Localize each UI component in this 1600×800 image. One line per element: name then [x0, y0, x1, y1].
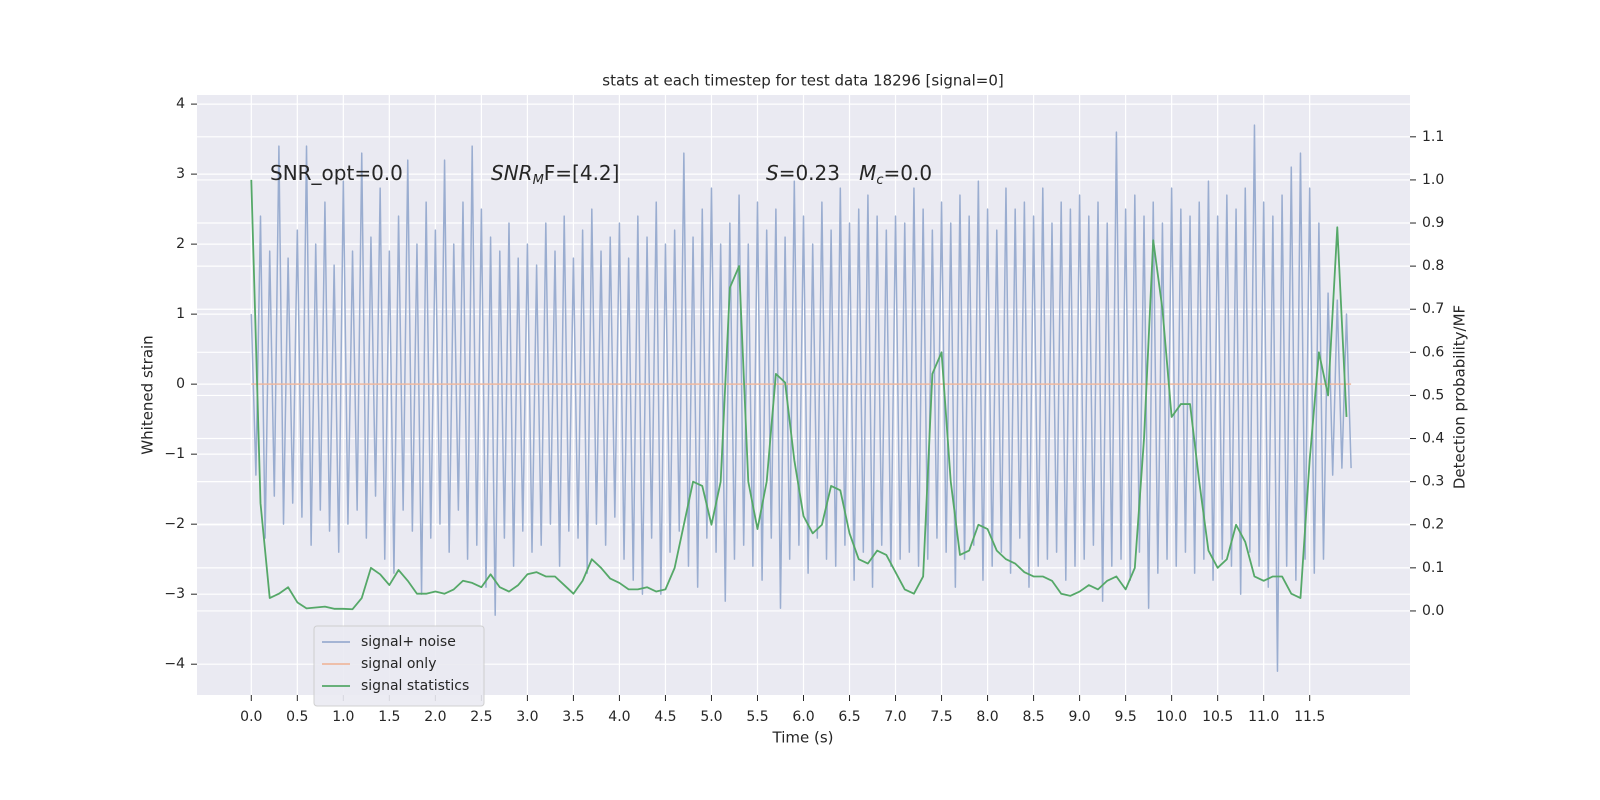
y2-tick-label: 1.1 — [1422, 129, 1444, 145]
y-tick-label: −2 — [164, 516, 185, 532]
x-tick-label: 5.0 — [700, 709, 722, 725]
x-tick-label: 6.5 — [838, 709, 860, 725]
x-tick-label: 10.5 — [1202, 709, 1233, 725]
annotation: SNR_opt=0.0 — [270, 161, 403, 185]
x-tick-label: 8.5 — [1022, 709, 1044, 725]
axes: 0.0 0.5 1.0 1.5 2.0 2.5 3.0 3.5 4.0 4.5 5.0 5.5 6.0 6… — [164, 96, 1444, 725]
y2-tick-label: 0.3 — [1422, 474, 1444, 490]
y-tick-label: −3 — [164, 586, 185, 602]
y2-tick-label: 0.6 — [1422, 344, 1444, 360]
series-line — [250, 179, 1348, 611]
y-axis-label: Whitened strain — [139, 335, 157, 454]
y-tick-label: 1 — [176, 306, 185, 322]
annotation-text: =0.23 — [779, 161, 859, 185]
x-tick-label: 3.0 — [516, 709, 538, 725]
y-tick-label: 3 — [176, 166, 185, 182]
x-tick-label: 8.0 — [976, 709, 998, 725]
y-tick-label: 2 — [176, 236, 185, 252]
x-tick-label: 9.5 — [1114, 709, 1136, 725]
y2-tick-label: 1.0 — [1422, 172, 1444, 188]
y2-tick-label: 0.7 — [1422, 301, 1444, 317]
x-tick-label: 7.5 — [930, 709, 952, 725]
x-tick-label: 4.5 — [654, 709, 676, 725]
annotation-text: F=[4.2] — [544, 161, 620, 185]
x-tick-label: 10.0 — [1156, 709, 1187, 725]
x-tick-label: 1.0 — [332, 709, 354, 725]
x-tick-label: 1.5 — [378, 709, 400, 725]
x-tick-label: 2.0 — [424, 709, 446, 725]
y-tick-label: −4 — [164, 656, 185, 672]
x-axis-label: Time (s) — [772, 729, 834, 747]
y2-axis-label: Detection probability/MF — [1451, 305, 1469, 489]
chart-title: stats at each timestep for test data 182… — [602, 72, 1003, 90]
legend-label: signal+ noise — [361, 634, 456, 650]
x-tick-label: 11.5 — [1294, 709, 1325, 725]
annotation-subscript: M — [533, 173, 544, 188]
y2-tick-label: 0.2 — [1422, 517, 1444, 533]
x-tick-label: 3.5 — [562, 709, 584, 725]
annotation-text: S — [766, 161, 779, 185]
legend-box — [313, 625, 485, 707]
annotation-text: M — [859, 161, 876, 185]
y-tick-label: 4 — [176, 96, 185, 112]
y2-tick-label: 0.0 — [1422, 603, 1444, 619]
series-line — [250, 124, 1352, 672]
annotation-text: SNR_opt=0.0 — [270, 161, 403, 185]
annotation-text: SNR — [491, 161, 533, 185]
annotation-subscript: c — [876, 173, 883, 188]
annotation: SNRMF=[4.2] — [491, 161, 619, 188]
y2-tick-label: 0.1 — [1422, 560, 1444, 576]
x-tick-label: 0.5 — [286, 709, 308, 725]
x-tick-label: 5.5 — [746, 709, 768, 725]
annotation-text: =0.0 — [884, 161, 933, 185]
y2-tick-label: 0.9 — [1422, 215, 1444, 231]
marks — [250, 124, 1352, 672]
x-tick-label: 9.0 — [1068, 709, 1090, 725]
y2-tick-label: 0.8 — [1422, 258, 1444, 274]
x-tick-label: 6.0 — [792, 709, 814, 725]
legend-label: signal statistics — [361, 678, 469, 694]
y2-tick-label: 0.5 — [1422, 387, 1444, 403]
x-tick-label: 7.0 — [884, 709, 906, 725]
x-tick-label: 0.0 — [240, 709, 262, 725]
annotation: S=0.23 Mc=0.0 — [766, 161, 932, 188]
x-tick-label: 11.0 — [1248, 709, 1279, 725]
x-tick-label: 4.0 — [608, 709, 630, 725]
y-tick-label: 0 — [176, 376, 185, 392]
legend-label: signal only — [361, 656, 436, 672]
legend: signal+ noise signal only signal statistic… — [313, 625, 485, 707]
y2-tick-label: 0.4 — [1422, 431, 1444, 447]
y-tick-label: −1 — [164, 446, 185, 462]
x-tick-label: 2.5 — [470, 709, 492, 725]
